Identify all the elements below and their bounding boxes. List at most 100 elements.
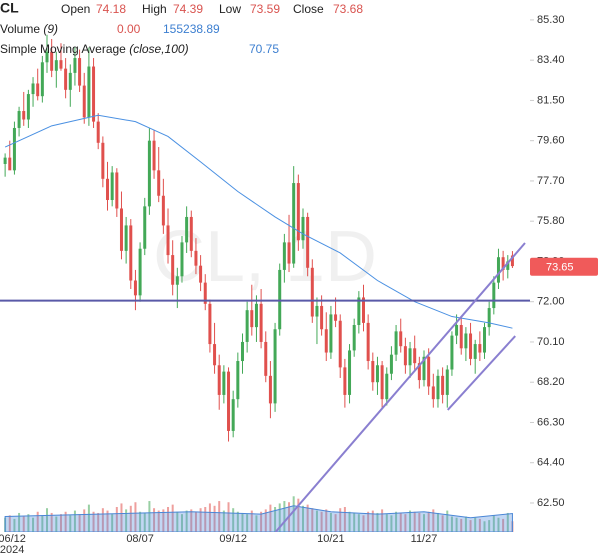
candle-body <box>101 142 105 179</box>
candle-body <box>436 375 440 400</box>
candle-body <box>73 58 77 73</box>
volume-bar <box>353 512 356 532</box>
volume-value: 0.00 <box>117 22 141 36</box>
candle-body <box>143 206 147 249</box>
candle-body <box>87 66 91 118</box>
candle-body <box>455 325 459 336</box>
candle-body <box>422 356 426 381</box>
volume-bar <box>101 508 104 532</box>
volume-bar <box>73 510 76 532</box>
candle-body <box>389 354 393 374</box>
candle-body <box>180 242 184 277</box>
volume-bar <box>334 514 337 532</box>
volume-ma-area <box>4 505 513 532</box>
candle-body <box>348 350 352 395</box>
candle-body <box>250 310 254 328</box>
candle-body <box>413 348 417 364</box>
volume-bar <box>162 509 165 532</box>
price-axis: 85.3083.4081.5079.6077.7075.8073.9072.00… <box>0 14 598 556</box>
sma-label: Simple Moving Average (close,100) <box>0 42 189 56</box>
readout-value: 73.68 <box>333 2 363 16</box>
y-tick-label: 81.50 <box>537 94 565 106</box>
volume-bar <box>413 511 416 532</box>
volume-bar <box>139 511 142 532</box>
y-tick-label: 85.30 <box>537 14 565 26</box>
candle-body <box>492 282 496 309</box>
year-label: 2024 <box>0 544 24 556</box>
volume-bar <box>348 511 351 532</box>
candle-body <box>185 216 189 243</box>
volume-bar <box>371 510 374 532</box>
volume-bar <box>450 516 453 532</box>
volume-bar <box>204 507 207 532</box>
volume-bar <box>32 517 35 532</box>
volume-bar <box>264 509 267 532</box>
candle-body <box>208 303 212 345</box>
candle-body <box>417 363 421 381</box>
volume-bar <box>41 515 44 532</box>
candle-body <box>92 66 96 122</box>
volume-bar <box>367 511 370 532</box>
candle-body <box>147 140 151 207</box>
volume-bar <box>455 517 458 532</box>
volume-bar <box>381 509 384 532</box>
volume-bar <box>385 514 388 532</box>
candle-body <box>133 280 137 296</box>
volume-bar <box>227 502 230 532</box>
candle-body <box>343 367 347 395</box>
volume-bar <box>199 508 202 532</box>
volume-bar <box>125 509 128 532</box>
candle-body <box>324 329 328 353</box>
y-tick-label: 83.40 <box>537 54 565 66</box>
volume-bar <box>460 518 463 532</box>
volume-bar <box>194 511 197 532</box>
volume-bar <box>13 518 16 532</box>
y-tick-label: 66.30 <box>537 416 565 428</box>
candle-body <box>259 303 263 342</box>
volume-bar <box>64 511 67 532</box>
volume-bar <box>474 517 477 532</box>
candle-body <box>310 267 314 317</box>
candle-body <box>352 325 356 351</box>
candle-body <box>506 261 510 270</box>
candle-body <box>320 305 324 330</box>
candle-body <box>8 157 12 171</box>
volume-bar <box>78 514 81 532</box>
volume-label: Volume (9) <box>0 22 58 36</box>
volume-bar <box>423 514 426 532</box>
volume-bar <box>446 510 449 532</box>
candle-body <box>96 121 100 143</box>
readout-name: Open <box>61 2 90 16</box>
volume-bar <box>22 516 25 532</box>
volume-bar <box>134 502 137 532</box>
y-tick-label: 72.00 <box>537 296 565 308</box>
candle-body <box>227 371 231 431</box>
candle-body <box>287 242 291 264</box>
volume-bar <box>55 516 58 532</box>
volume-bar <box>432 509 435 532</box>
volume-bar <box>441 515 444 532</box>
candle-body <box>431 386 435 400</box>
volume-bar <box>171 504 174 532</box>
candle-body <box>483 327 487 353</box>
volume-bar <box>115 507 118 532</box>
volume-bar <box>274 507 277 532</box>
candle-body <box>473 344 477 359</box>
candle-body <box>296 183 300 241</box>
candle-body <box>292 183 296 264</box>
volume-bar <box>59 514 62 532</box>
volume-bar <box>320 511 323 532</box>
candle-body <box>213 344 217 366</box>
candle-body <box>254 303 258 328</box>
volume-bar <box>315 510 318 532</box>
sma-params: (close,100) <box>129 42 188 56</box>
candle-body <box>334 314 338 321</box>
candle-body <box>26 94 30 120</box>
candle-body <box>36 83 40 97</box>
volume-bar <box>492 515 495 532</box>
volume-bar <box>83 509 86 532</box>
candle-body <box>124 225 128 251</box>
last-price-tag <box>530 257 598 276</box>
volume-bar <box>390 515 393 532</box>
volume-bar <box>255 515 258 532</box>
